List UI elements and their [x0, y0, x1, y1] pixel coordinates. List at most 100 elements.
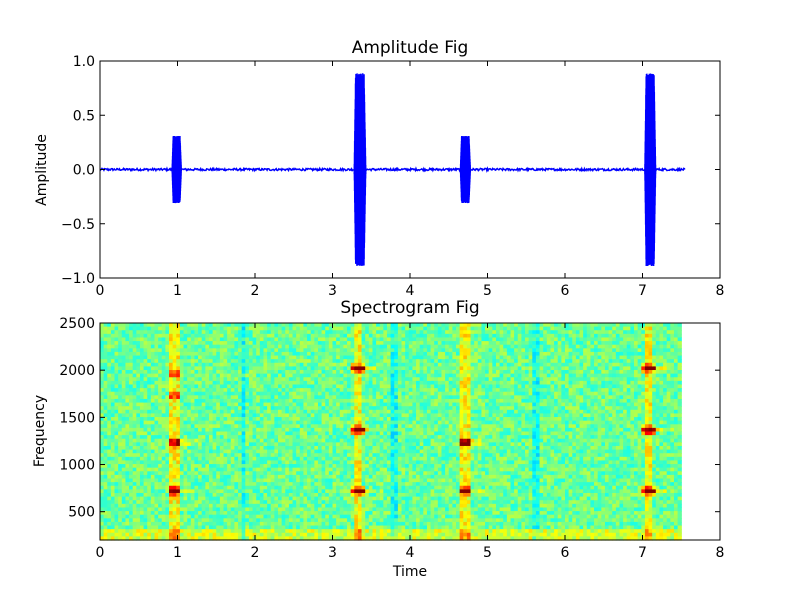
- spectrogram-cell: [339, 409, 344, 415]
- spectrogram-cell: [125, 380, 130, 386]
- spectrogram-cell: [103, 417, 108, 422]
- spectrogram-cell: [394, 431, 399, 436]
- spectrogram-cell: [314, 424, 319, 429]
- spectrogram-cell: [383, 366, 388, 371]
- spectrogram-cell: [154, 355, 159, 360]
- spectrogram-cell: [292, 489, 297, 494]
- spectrogram-cell: [350, 362, 355, 367]
- spectrogram-cell: [234, 417, 239, 422]
- spectrogram-cell: [270, 351, 275, 357]
- spectrogram-cell: [190, 521, 196, 527]
- spectrogram-cell: [328, 438, 334, 443]
- spectrogram-cell: [154, 474, 159, 480]
- spectrogram-cell: [201, 503, 206, 509]
- spectrogram-cell: [278, 474, 283, 480]
- spectrogram-cell: [288, 359, 294, 364]
- spectrogram-cell: [158, 424, 163, 429]
- spectrogram-cell: [212, 413, 217, 418]
- spectrogram-cell: [212, 438, 217, 443]
- spectrogram-cell: [114, 496, 119, 501]
- spectrogram-cell: [357, 460, 363, 465]
- spectrogram-cell: [245, 507, 250, 512]
- spectrogram-cell: [365, 532, 370, 537]
- spectrogram-cell: [223, 474, 228, 480]
- spectrogram-cell: [296, 388, 301, 393]
- spectrogram-cell: [212, 323, 217, 328]
- spectrogram-cell: [386, 344, 392, 349]
- spectrogram-cell: [194, 395, 199, 400]
- spectrogram-cell: [238, 518, 243, 523]
- spectrogram-cell: [154, 467, 159, 472]
- spectrogram-cell: [252, 388, 257, 393]
- spectrogram-cell: [314, 449, 319, 454]
- spectrogram-cell: [118, 326, 123, 331]
- spectrogram-cell: [125, 398, 130, 404]
- spectrogram-cell: [390, 485, 395, 490]
- spectrogram-cell: [150, 431, 156, 436]
- spectrogram-cell: [328, 355, 334, 360]
- spectrogram-cell: [154, 417, 159, 422]
- spectrogram-cell: [394, 427, 399, 433]
- spectrogram-cell: [368, 409, 374, 415]
- spectrogram-cell: [390, 431, 395, 436]
- spectrogram-cell: [230, 370, 236, 375]
- spectrogram-cell: [259, 395, 265, 400]
- spectrogram-cell: [161, 427, 166, 433]
- spectrogram-cell: [292, 362, 297, 367]
- spectrogram-cell: [205, 323, 210, 328]
- spectrogram-cell: [125, 366, 130, 371]
- spectrogram-cell: [165, 474, 170, 480]
- spectrogram-cell: [343, 518, 348, 523]
- spectrogram-cell: [219, 453, 225, 458]
- spectrogram-cell: [357, 323, 363, 328]
- spectrogram-cell: [208, 485, 214, 490]
- spectrogram-cell: [238, 330, 243, 335]
- spectrogram-cell: [179, 323, 185, 328]
- spectrogram-cell: [376, 420, 381, 425]
- spectrogram-cell: [241, 388, 246, 393]
- spectrogram-cell: [219, 521, 225, 527]
- spectrogram-cell: [201, 366, 206, 371]
- spectrogram-cell: [328, 529, 334, 534]
- spectrogram-cell: [150, 348, 156, 353]
- spectrogram-cell: [288, 514, 294, 519]
- spectrogram-cell: [274, 413, 279, 418]
- spectrogram-cell: [256, 518, 261, 523]
- spectrogram-cell: [187, 348, 192, 353]
- spectrogram-cell: [198, 507, 203, 512]
- spectrogram-cell: [114, 395, 119, 400]
- spectrogram-cell: [187, 420, 192, 425]
- spectrogram-cell: [241, 344, 246, 349]
- spectrogram-cell: [390, 359, 395, 364]
- spectrogram-cell: [107, 449, 112, 454]
- spectrogram-cell: [372, 453, 377, 458]
- spectrogram-cell: [161, 442, 166, 447]
- spectrogram-cell: [339, 359, 344, 364]
- spectrogram-cell: [158, 337, 163, 342]
- spectrogram-cell: [248, 366, 254, 371]
- spectrogram-cell: [110, 348, 116, 353]
- spectrogram-cell: [281, 398, 286, 404]
- spectrogram-cell: [376, 471, 381, 476]
- spectrogram-cell: [216, 366, 221, 371]
- spectrogram-cell: [227, 507, 232, 512]
- spectrogram-cell: [394, 398, 399, 404]
- spectrogram-cell: [158, 402, 163, 407]
- spectrogram-cell: [205, 478, 210, 483]
- spectrogram-cell: [350, 438, 355, 443]
- spectrogram-cell: [161, 409, 166, 415]
- spectrogram-cell: [292, 474, 297, 480]
- spectrogram-cell: [288, 500, 294, 505]
- spectrogram-cell: [143, 402, 148, 407]
- spectrogram-cell: [350, 366, 355, 371]
- spectrogram-cell: [205, 391, 210, 396]
- spectrogram-cell: [125, 413, 130, 418]
- spectrogram-cell: [321, 380, 326, 386]
- spectrogram-cell: [154, 370, 159, 375]
- spectrogram-cell: [299, 514, 305, 519]
- spectrogram-cell: [296, 323, 301, 328]
- spectrogram-cell: [129, 427, 134, 433]
- spectrogram-cell: [303, 536, 308, 541]
- spectrogram-cell: [198, 529, 203, 534]
- spectrogram-cell: [212, 366, 217, 371]
